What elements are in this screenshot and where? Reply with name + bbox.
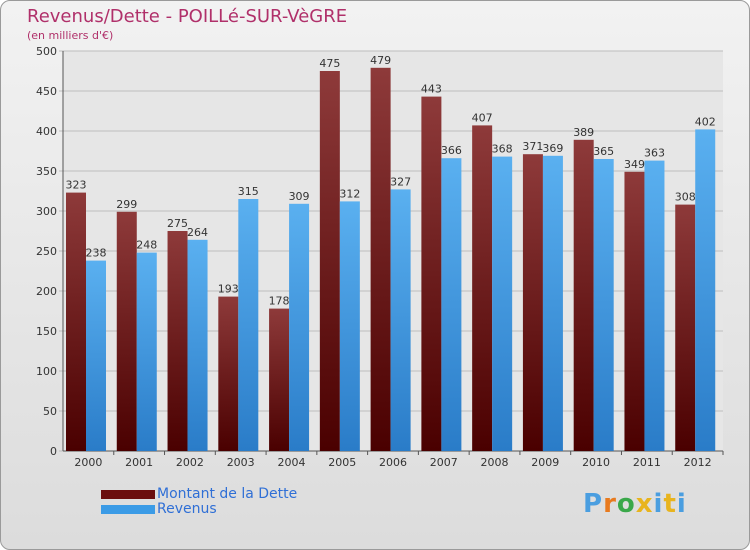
bar-debt-2001: [116, 211, 137, 451]
bar-debt-2011: [624, 171, 645, 452]
bar-debt-2010: [573, 139, 594, 452]
data-label-revenue-2003: 315: [238, 185, 259, 198]
bar-revenue-2003: [238, 199, 259, 451]
bar-debt-2005: [319, 71, 340, 451]
logo-letter: P: [583, 489, 604, 519]
legend-swatch-dette: [101, 490, 155, 499]
data-label-revenue-2006: 327: [390, 175, 411, 188]
legend-label-dette: Montant de la Dette: [157, 486, 298, 502]
bar-revenue-2005: [339, 201, 360, 451]
bar-revenue-2007: [441, 158, 462, 451]
y-tick-label: 500: [36, 45, 57, 58]
bar-debt-2003: [218, 296, 239, 451]
bar-revenue-2006: [390, 189, 411, 451]
chart-subtitle: (en milliers d'€): [27, 29, 114, 42]
chart-title: Revenus/Dette - POILLé-SUR-VèGRE: [27, 6, 348, 27]
data-label-revenue-2002: 264: [187, 226, 208, 239]
data-label-debt-2011: 349: [624, 158, 645, 171]
x-tick-label: 2012: [684, 456, 712, 469]
logo-letter: t: [663, 489, 677, 519]
data-label-debt-2004: 178: [269, 295, 290, 308]
bar-debt-2002: [167, 231, 188, 451]
data-label-debt-2007: 443: [421, 83, 442, 96]
y-tick-label: 450: [36, 85, 57, 98]
bar-revenue-2000: [86, 260, 106, 451]
bar-debt-2008: [472, 125, 493, 452]
logo-letter: i: [653, 489, 664, 519]
x-tick-label: 2004: [277, 456, 305, 469]
data-label-debt-2001: 299: [116, 198, 137, 211]
y-tick-label: 400: [36, 125, 57, 138]
x-tick-label: 2000: [74, 456, 102, 469]
data-label-revenue-2012: 402: [695, 115, 716, 128]
bar-debt-2012: [675, 204, 696, 451]
y-tick-label: 50: [43, 405, 57, 418]
bar-debt-2006: [370, 67, 391, 452]
x-tick-label: 2007: [430, 456, 458, 469]
data-label-debt-2005: 475: [319, 57, 340, 70]
legend-swatch-revenus: [101, 505, 155, 514]
data-label-revenue-2008: 368: [492, 143, 513, 156]
bar-revenue-2004: [289, 203, 310, 451]
x-tick-label: 2010: [582, 456, 610, 469]
data-label-debt-2012: 308: [675, 191, 696, 204]
legend-label-revenus: Revenus: [157, 501, 217, 517]
data-label-revenue-2004: 309: [289, 190, 310, 203]
y-tick-label: 300: [36, 205, 57, 218]
data-label-revenue-2000: 238: [86, 247, 107, 260]
x-tick-label: 2003: [227, 456, 255, 469]
data-label-revenue-2005: 312: [339, 187, 360, 200]
data-label-debt-2008: 407: [472, 111, 493, 124]
data-label-revenue-2011: 363: [644, 147, 665, 160]
data-label-debt-2010: 389: [573, 126, 594, 139]
y-tick-label: 350: [36, 165, 57, 178]
x-tick-label: 2009: [531, 456, 559, 469]
y-tick-label: 250: [36, 245, 57, 258]
data-label-revenue-2010: 365: [593, 145, 614, 158]
logo-letter: i: [676, 489, 687, 519]
data-label-debt-2006: 479: [370, 54, 391, 67]
logo-letter: o: [616, 489, 636, 519]
y-tick-label: 0: [50, 445, 57, 458]
bar-revenue-2011: [644, 160, 665, 451]
data-label-debt-2000: 323: [66, 179, 87, 192]
x-tick-label: 2001: [125, 456, 153, 469]
y-tick-label: 150: [36, 325, 57, 338]
bar-debt-2000: [66, 192, 86, 451]
bar-debt-2004: [269, 308, 290, 451]
bar-revenue-2002: [187, 239, 208, 451]
x-tick-label: 2008: [481, 456, 509, 469]
data-label-debt-2009: 371: [522, 140, 543, 153]
bar-revenue-2008: [492, 156, 513, 451]
data-label-debt-2003: 193: [218, 283, 239, 296]
bar-debt-2009: [522, 154, 543, 451]
data-label-revenue-2001: 248: [136, 239, 157, 252]
x-tick-label: 2002: [176, 456, 204, 469]
logo-letter: r: [603, 489, 617, 519]
data-label-debt-2002: 275: [167, 217, 188, 230]
y-tick-label: 100: [36, 365, 57, 378]
y-tick-label: 200: [36, 285, 57, 298]
x-tick-label: 2011: [633, 456, 661, 469]
proxiti-logo: Proxiti: [583, 489, 687, 519]
bar-revenue-2009: [542, 155, 563, 452]
data-label-revenue-2007: 366: [441, 144, 462, 157]
bar-revenue-2012: [695, 129, 716, 451]
x-tick-label: 2006: [379, 456, 407, 469]
logo-letter: x: [635, 489, 654, 519]
bar-debt-2007: [421, 96, 442, 451]
bar-revenue-2001: [136, 252, 157, 451]
bar-revenue-2010: [593, 159, 614, 451]
x-tick-label: 2005: [328, 456, 356, 469]
data-label-revenue-2009: 369: [542, 142, 563, 155]
